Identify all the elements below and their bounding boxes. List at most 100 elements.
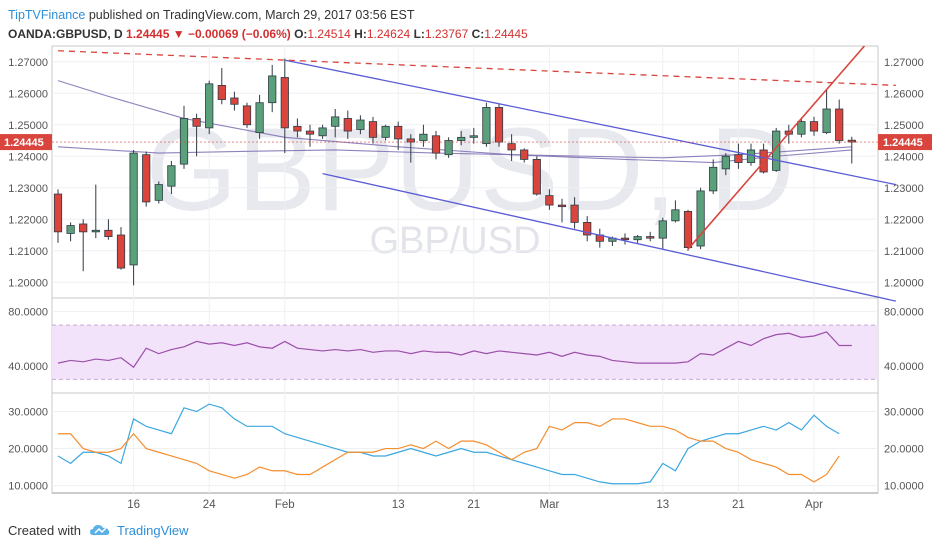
candle-down — [809, 121, 819, 132]
x-tick-label: Apr — [805, 499, 823, 511]
candle-down — [431, 135, 441, 154]
candle-up — [721, 155, 730, 170]
symbol-label: OANDA:GBPUSD, D — [8, 27, 123, 41]
candle-up — [381, 125, 390, 138]
y-tick-label-left: 1.24000 — [8, 151, 48, 163]
down-arrow-icon: ▼ — [172, 27, 185, 41]
created-with-text: Created with — [8, 522, 81, 538]
x-tick-label: Mar — [539, 499, 559, 511]
close-value: 1.24445 — [484, 27, 528, 41]
candle-up — [696, 190, 705, 247]
candle-up — [633, 236, 642, 241]
low-value: 1.23767 — [424, 27, 469, 41]
high-value: 1.24624 — [366, 27, 411, 41]
published-text: published on TradingView.com, March 29, … — [88, 8, 415, 22]
trend-lines — [52, 45, 897, 302]
candle-up — [709, 166, 718, 192]
x-tick-label: Feb — [275, 499, 295, 511]
chart-canvas[interactable]: GBPUSD, D GBP/USD 16 24 Feb 13 21 Mar 13 21 Apr1… — [0, 0, 932, 515]
candle-down — [847, 139, 856, 143]
y-tick-label-left: 1.20000 — [8, 277, 48, 289]
candle-down — [293, 125, 302, 132]
candle-down — [835, 108, 844, 141]
candle-down — [646, 236, 655, 239]
candle-down — [545, 195, 554, 206]
candle-down — [406, 138, 415, 143]
candle-down — [230, 97, 239, 105]
y-tick-label-left: 1.22000 — [8, 214, 48, 226]
trend-line-channel-upper — [284, 59, 897, 186]
candle-down — [494, 107, 504, 143]
candle-up — [822, 108, 831, 134]
candle-down — [520, 149, 529, 160]
candle-up — [671, 209, 680, 222]
candle-up — [419, 133, 428, 141]
candle-up — [129, 152, 138, 266]
pane-frame-2 — [51, 392, 879, 494]
candle-up — [469, 135, 478, 138]
candle-up — [268, 75, 277, 104]
last-price-badge-left-text: 1.24445 — [4, 137, 44, 149]
candle-down — [305, 130, 315, 135]
candle-up — [444, 140, 453, 156]
publish-line: TipTVFinance published on TradingView.co… — [8, 6, 908, 25]
candle-down — [532, 158, 541, 195]
last-price-badge-left — [0, 134, 52, 151]
candle-down — [368, 121, 378, 138]
last-price-badge-right-text: 1.24445 — [883, 137, 923, 149]
candle-up — [255, 102, 264, 134]
y-tick-label-left: 30.0000 — [8, 407, 48, 419]
tradingview-link[interactable]: TradingView — [116, 522, 189, 538]
x-tick-label: 21 — [467, 499, 480, 511]
y-tick-label-right: 80.0000 — [884, 307, 924, 319]
candle-down — [116, 234, 126, 269]
candle-down — [583, 221, 592, 236]
high-label: H: — [354, 27, 367, 41]
y-tick-label-right: 1.24000 — [884, 151, 924, 163]
open-value: 1.24514 — [307, 27, 351, 41]
candle-up — [318, 127, 327, 137]
y-tick-label-left: 40.0000 — [8, 361, 48, 373]
candle-down — [79, 223, 88, 233]
candles — [53, 58, 856, 286]
y-tick-label-right: 40.0000 — [884, 361, 924, 373]
candle-up — [457, 136, 466, 141]
x-tick-label: 16 — [127, 499, 140, 511]
candle-down — [394, 125, 403, 140]
x-tick-label: 13 — [656, 499, 669, 511]
pane-frames — [51, 45, 879, 494]
close-label: C: — [471, 27, 485, 41]
candle-down — [217, 84, 226, 100]
last-price-badge-right — [878, 134, 932, 151]
candle-down — [343, 118, 352, 132]
candle-down — [507, 143, 516, 151]
candle-down — [53, 193, 63, 233]
rsi-band — [52, 325, 878, 380]
candle-up — [658, 220, 667, 239]
y-tick-label-left: 10.0000 — [8, 481, 48, 493]
indicator-lines — [52, 80, 878, 485]
candle-up — [66, 225, 75, 234]
y-tick-label-right: 1.22000 — [884, 214, 924, 226]
y-tick-label-right: 1.23000 — [884, 183, 924, 195]
price-change: −0.00069 (−0.06%) — [187, 27, 291, 41]
x-tick-label: 24 — [203, 499, 216, 511]
moving-average-0 — [57, 80, 852, 164]
dmi-line-1 — [58, 418, 840, 483]
candle-down — [142, 154, 151, 203]
grid — [52, 46, 878, 493]
candle-up — [154, 184, 163, 201]
x-tick-label: 13 — [392, 499, 405, 511]
candle-down — [192, 118, 201, 127]
publisher-link[interactable]: TipTVFinance — [8, 8, 86, 22]
candle-down — [280, 77, 289, 129]
y-tick-label-left: 1.25000 — [8, 120, 48, 132]
candle-up — [482, 107, 491, 145]
candle-up — [205, 83, 214, 129]
rsi-line — [57, 331, 852, 369]
y-tick-label-right: 1.26000 — [884, 88, 924, 100]
y-tick-label-right: 1.20000 — [884, 277, 924, 289]
candle-up — [167, 165, 176, 187]
y-tick-label-right: 1.25000 — [884, 120, 924, 132]
y-tick-label-right: 10.0000 — [884, 481, 924, 493]
